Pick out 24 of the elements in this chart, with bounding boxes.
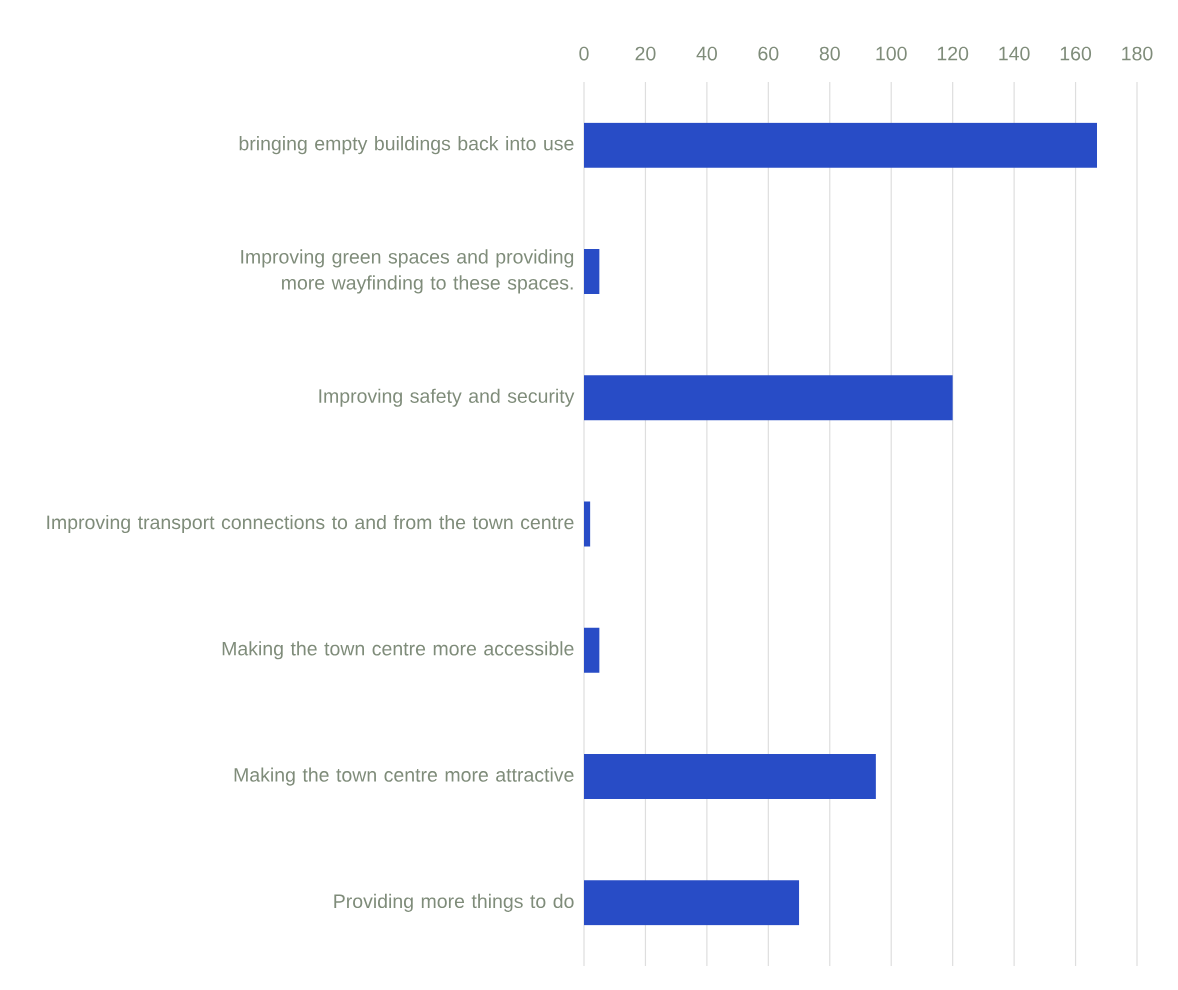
bar [584, 754, 876, 800]
y-tick-label: Improving transport connections to and from the town centre [47, 514, 574, 534]
bar [584, 375, 953, 421]
x-tick-label: 140 [999, 46, 1030, 61]
x-tick-label: 0 [579, 46, 589, 61]
y-tick-label: Providing more things to do [334, 893, 574, 912]
bar [584, 880, 800, 926]
y-tick-label: Making the town centre more accessible [222, 641, 574, 660]
y-tick-label: bringing empty buildings back into use [239, 136, 574, 155]
x-tick-label: 80 [819, 46, 840, 61]
x-tick-label: 40 [696, 46, 717, 61]
bar [584, 122, 1098, 168]
x-tick-label: 120 [937, 46, 969, 61]
bar [584, 627, 600, 673]
x-tick-label: 60 [758, 46, 779, 61]
x-tick-label: 160 [1060, 46, 1092, 61]
bar [584, 501, 591, 547]
y-tick-label: Making the town centre more attractive [234, 767, 574, 786]
y-tick-label: Improving safety and security [319, 388, 575, 407]
y-tick-label: Improving green spaces and providing more wayfinding to these spaces. [241, 249, 574, 294]
x-tick-label: 20 [635, 46, 656, 61]
bar [584, 248, 600, 294]
x-tick-label: 180 [1122, 46, 1153, 61]
x-tick-label: 100 [876, 46, 907, 61]
